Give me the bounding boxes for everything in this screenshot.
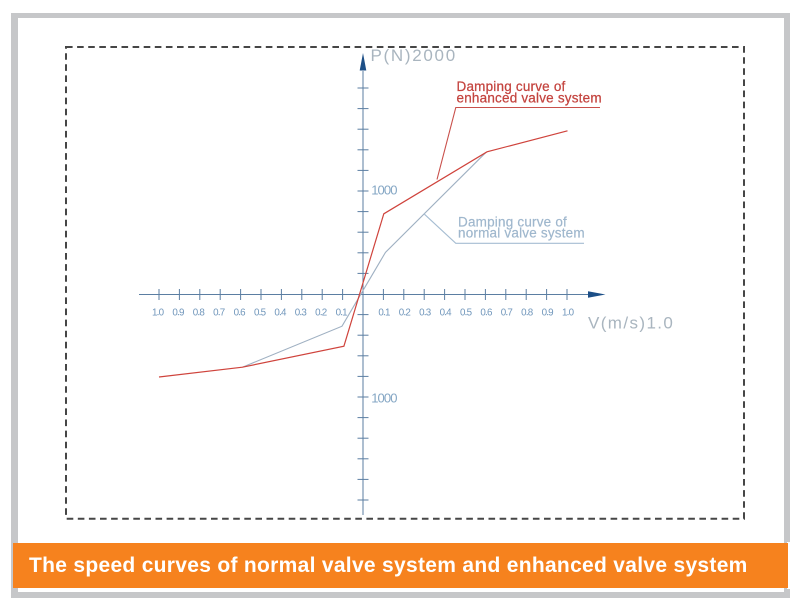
svg-text:0: 0 — [377, 183, 384, 198]
svg-text:9: 9 — [548, 308, 553, 319]
svg-text:5: 5 — [261, 308, 267, 319]
svg-text:1: 1 — [385, 308, 390, 319]
svg-text:1: 1 — [562, 308, 567, 319]
svg-text:0: 0 — [390, 183, 397, 198]
svg-text:0: 0 — [234, 308, 240, 319]
svg-text:1: 1 — [152, 308, 157, 319]
svg-text:2: 2 — [405, 308, 410, 319]
svg-text:0: 0 — [159, 308, 165, 319]
svg-text:0: 0 — [399, 308, 405, 319]
svg-text:0: 0 — [521, 308, 527, 319]
svg-text:5: 5 — [467, 308, 473, 319]
svg-text:7: 7 — [220, 308, 225, 319]
svg-text:0: 0 — [172, 308, 178, 319]
svg-text:0: 0 — [254, 308, 260, 319]
svg-text:4: 4 — [446, 308, 452, 319]
svg-text:0: 0 — [390, 390, 397, 405]
svg-text:0: 0 — [569, 308, 575, 319]
svg-text:0: 0 — [460, 308, 466, 319]
svg-text:0: 0 — [542, 308, 548, 319]
svg-text:6: 6 — [487, 308, 493, 319]
svg-text:1: 1 — [371, 390, 378, 405]
svg-text:0: 0 — [384, 183, 391, 198]
svg-text:P(N)2000: P(N)2000 — [371, 46, 457, 65]
svg-text:enhanced valve system: enhanced valve system — [457, 91, 602, 106]
svg-text:0: 0 — [384, 390, 391, 405]
svg-text:0: 0 — [440, 308, 446, 319]
svg-text:0: 0 — [377, 390, 384, 405]
svg-text:8: 8 — [528, 308, 534, 319]
svg-text:0: 0 — [295, 308, 301, 319]
svg-text:3: 3 — [426, 308, 432, 319]
svg-text:Damping curve of: Damping curve of — [458, 215, 567, 230]
svg-text:0: 0 — [501, 308, 507, 319]
svg-text:1: 1 — [342, 308, 347, 319]
svg-text:2: 2 — [322, 308, 327, 319]
svg-text:8: 8 — [199, 308, 205, 319]
svg-text:7: 7 — [507, 308, 512, 319]
svg-text:6: 6 — [240, 308, 246, 319]
svg-text:V(m/s)1.0: V(m/s)1.0 — [588, 314, 674, 333]
svg-text:0: 0 — [274, 308, 280, 319]
svg-text:0: 0 — [419, 308, 425, 319]
svg-text:1: 1 — [371, 183, 378, 198]
svg-text:0: 0 — [480, 308, 486, 319]
svg-text:0: 0 — [213, 308, 219, 319]
svg-text:0: 0 — [336, 308, 342, 319]
svg-text:9: 9 — [179, 308, 184, 319]
svg-text:4: 4 — [281, 308, 287, 319]
svg-text:0: 0 — [315, 308, 321, 319]
svg-text:normal valve system: normal valve system — [458, 226, 585, 241]
svg-text:0: 0 — [193, 308, 199, 319]
svg-text:0: 0 — [378, 308, 384, 319]
svg-text:Damping curve of: Damping curve of — [457, 79, 566, 94]
svg-text:3: 3 — [301, 308, 307, 319]
